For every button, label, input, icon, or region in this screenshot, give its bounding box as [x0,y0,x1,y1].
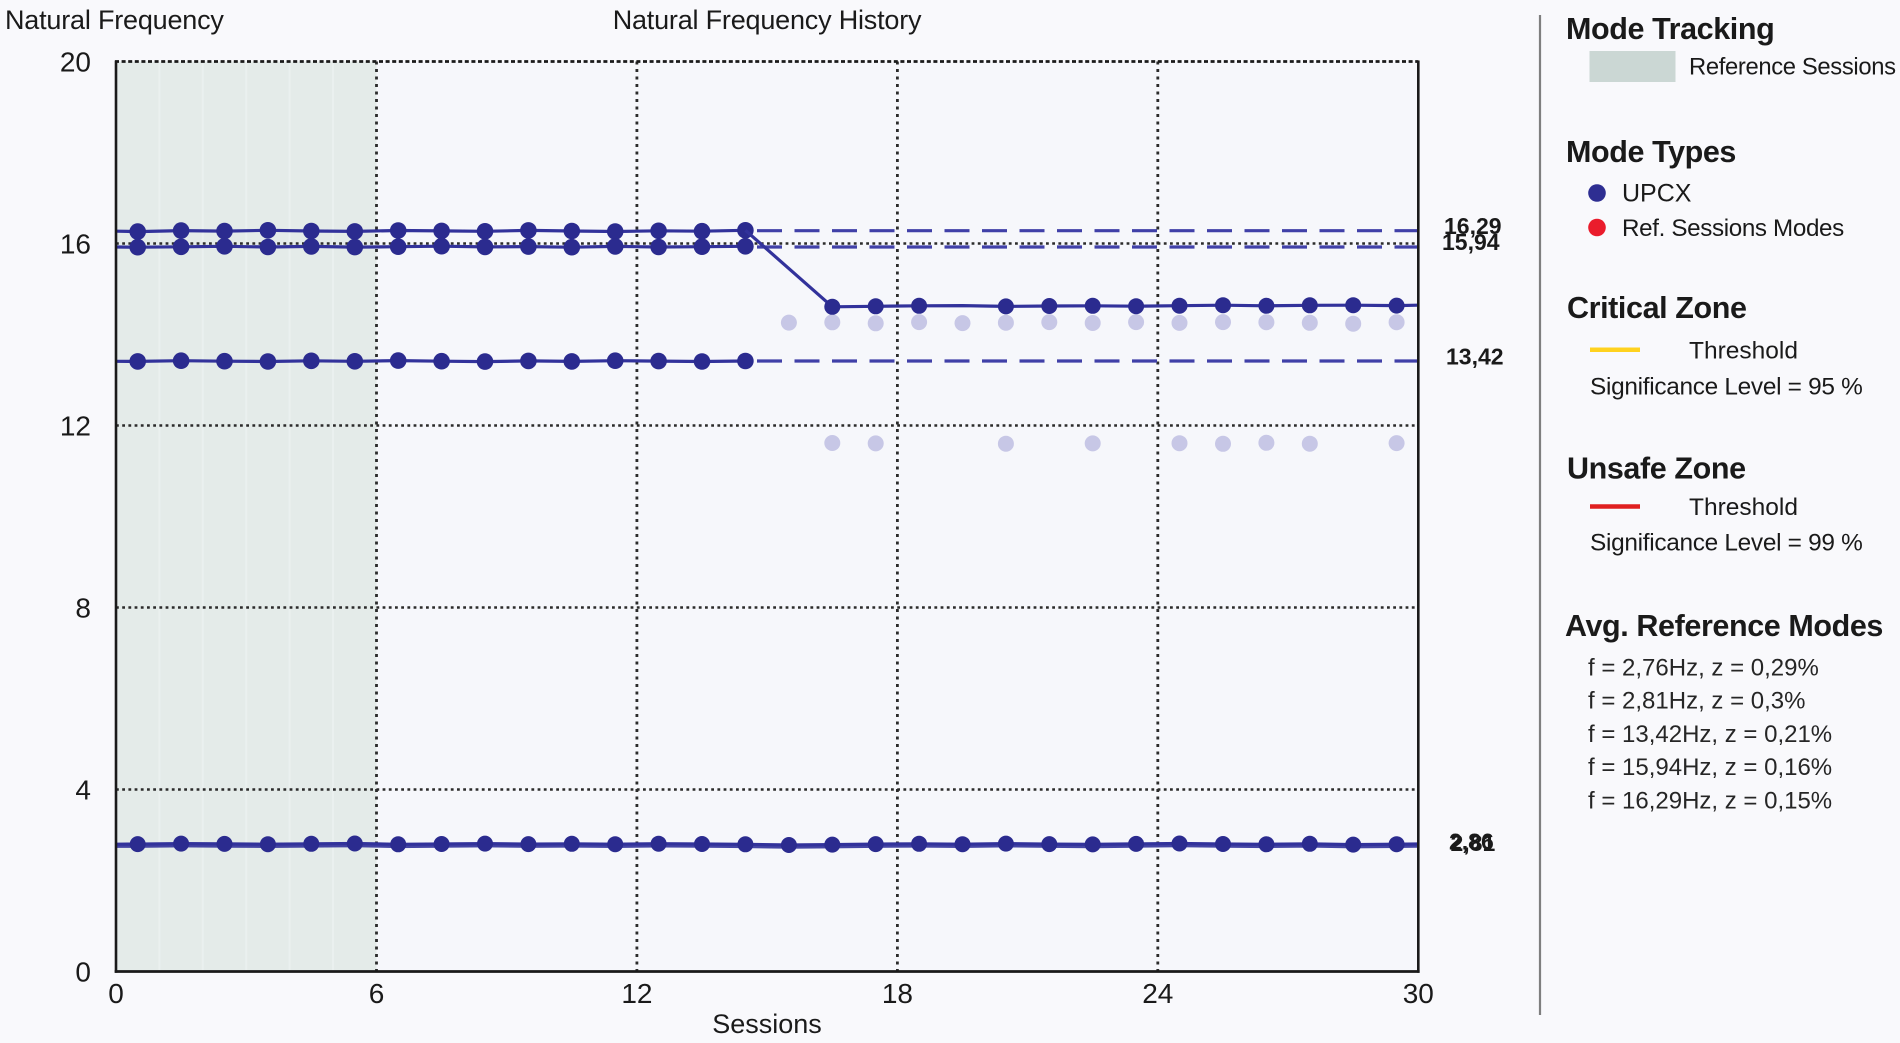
svg-text:30: 30 [1403,978,1434,1009]
svg-text:Unsafe Zone: Unsafe Zone [1567,452,1746,486]
svg-text:16,29: 16,29 [1444,213,1502,239]
svg-text:f = 15,94Hz, z = 0,16%: f = 15,94Hz, z = 0,16% [1588,754,1832,781]
svg-text:18: 18 [882,978,913,1009]
svg-text:Natural Frequency: Natural Frequency [5,5,224,35]
svg-text:6: 6 [369,978,385,1009]
svg-text:Mode Tracking: Mode Tracking [1566,12,1774,46]
svg-text:Threshold: Threshold [1689,338,1798,365]
svg-text:12: 12 [60,411,91,442]
svg-text:Ref. Sessions Modes: Ref. Sessions Modes [1622,215,1844,242]
svg-text:13,42: 13,42 [1446,344,1504,370]
svg-text:f = 2,81Hz, z = 0,3%: f = 2,81Hz, z = 0,3% [1588,688,1805,715]
svg-text:24: 24 [1142,978,1173,1009]
svg-text:Reference Sessions: Reference Sessions [1689,54,1896,81]
svg-text:8: 8 [75,593,91,624]
svg-text:0: 0 [108,978,124,1009]
svg-text:12: 12 [621,978,652,1009]
svg-text:UPCX: UPCX [1622,180,1692,208]
svg-text:f = 2,76Hz, z = 0,29%: f = 2,76Hz, z = 0,29% [1588,655,1819,682]
svg-text:4: 4 [75,775,91,806]
svg-text:Natural Frequency History: Natural Frequency History [613,5,922,35]
svg-text:Significance Level = 99 %: Significance Level = 99 % [1590,530,1863,557]
svg-text:16: 16 [60,229,91,260]
svg-text:Threshold: Threshold [1689,494,1798,521]
svg-text:f = 16,29Hz, z = 0,15%: f = 16,29Hz, z = 0,15% [1588,787,1832,814]
svg-text:Significance Level = 95 %: Significance Level = 95 % [1590,374,1863,401]
svg-text:15,94: 15,94 [1442,229,1500,255]
svg-text:Critical Zone: Critical Zone [1567,291,1747,325]
svg-text:Mode Types: Mode Types [1566,135,1736,169]
svg-text:Sessions: Sessions [712,1009,822,1038]
svg-text:f = 13,42Hz, z = 0,21%: f = 13,42Hz, z = 0,21% [1588,721,1832,748]
svg-text:Avg. Reference Modes: Avg. Reference Modes [1565,609,1883,643]
svg-text:2,86: 2,86 [1449,829,1494,855]
svg-text:2,81: 2,81 [1451,830,1496,856]
svg-text:20: 20 [60,47,91,78]
svg-text:0: 0 [75,957,91,988]
